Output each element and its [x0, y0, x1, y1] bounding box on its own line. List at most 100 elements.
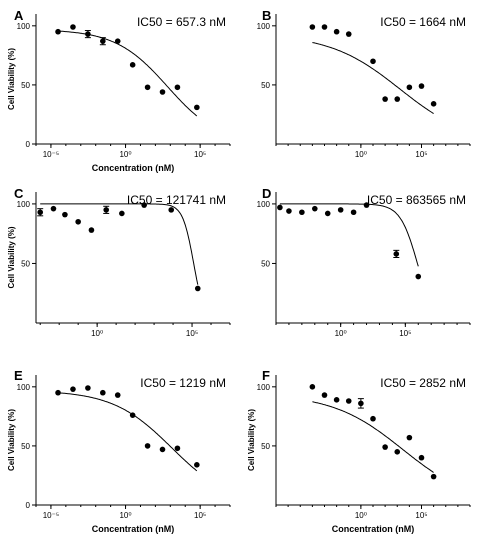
fit-curve	[40, 203, 199, 285]
fit-curve	[312, 401, 434, 473]
data-point	[70, 24, 76, 30]
data-point	[370, 58, 376, 65]
data-point	[309, 384, 316, 390]
data-point	[418, 454, 425, 461]
y-tick-label: 100	[17, 200, 31, 209]
y-tick-label: 100	[257, 22, 271, 31]
data-point	[159, 89, 166, 95]
data-point	[312, 205, 318, 212]
fit-curve	[57, 392, 198, 472]
panel-e: E 0 50 100 10⁻⁵ 10⁰ 10⁵ Concentration (nM) Cell …	[7, 368, 231, 534]
y-tick-label: 0	[26, 140, 31, 149]
panel-b: B 50 100 10⁰ 10⁵ IC50 = 1664 nM	[257, 8, 471, 159]
data-point	[194, 285, 201, 292]
data-point	[324, 210, 331, 217]
data-point	[415, 273, 422, 280]
data-point	[299, 209, 305, 216]
x-tick-label: 10⁵	[415, 511, 427, 520]
data-point	[88, 227, 95, 233]
data-point	[103, 207, 110, 213]
x-axis-title: Concentration (nM)	[332, 524, 415, 534]
x-tick-label: 10⁰	[119, 150, 131, 159]
data-point	[194, 104, 200, 111]
x-tick-label: 10⁰	[91, 329, 103, 338]
y-axis-title: Cell Viability (%)	[247, 409, 256, 471]
ic50-label: IC50 = 1664 nM	[380, 15, 466, 29]
data-point	[406, 434, 413, 441]
x-tick-label: 10⁰	[355, 150, 367, 159]
data-point	[129, 412, 136, 418]
data-point	[345, 398, 352, 404]
data-point	[358, 400, 364, 407]
y-tick-label: 100	[257, 383, 271, 392]
data-point	[382, 444, 388, 450]
data-point	[286, 208, 292, 214]
data-point	[70, 386, 76, 392]
panel-letter: A	[14, 8, 24, 23]
data-point	[100, 38, 106, 44]
data-point	[55, 389, 61, 396]
data-point	[144, 443, 151, 449]
data-point	[100, 389, 106, 396]
panel-letter: D	[262, 186, 271, 201]
data-point	[129, 62, 136, 68]
x-tick-label: 10⁵	[194, 511, 206, 520]
panel-letter: B	[262, 8, 271, 23]
data-point	[114, 392, 121, 398]
panel-a: A 0 50 100 10⁻⁵ 10⁰ 10⁵ Concentration (nM) Cell …	[7, 8, 231, 173]
data-point	[337, 207, 344, 213]
data-point	[393, 251, 400, 257]
data-point	[55, 28, 61, 35]
y-axis-title: Cell Viability (%)	[7, 48, 16, 110]
data-point	[277, 204, 283, 211]
data-point	[174, 84, 181, 91]
y-tick-label: 50	[261, 81, 270, 90]
data-point	[85, 385, 91, 391]
y-tick-label: 100	[17, 22, 31, 31]
data-point	[75, 218, 81, 225]
panel-letter: C	[14, 186, 24, 201]
data-point	[159, 446, 166, 453]
fit-curve	[312, 42, 434, 115]
panel-letter: F	[262, 368, 270, 383]
x-tick-label: 10⁵	[399, 329, 411, 338]
data-point	[333, 397, 340, 403]
data-point	[309, 24, 316, 30]
data-point	[174, 445, 181, 452]
y-tick-label: 100	[17, 383, 31, 392]
data-point	[62, 211, 68, 218]
x-axis-title: Concentration (nM)	[92, 163, 175, 173]
x-tick-label: 10⁰	[335, 329, 347, 338]
y-axis-title: Cell Viability (%)	[7, 226, 16, 288]
panel-d: D 50 100 10⁰ 10⁵ IC50 = 863565 nM	[257, 186, 471, 338]
y-tick-label: 50	[261, 442, 270, 451]
ic50-label: IC50 = 863565 nM	[367, 193, 466, 207]
data-point	[194, 462, 200, 468]
data-point	[119, 210, 125, 217]
data-point	[85, 31, 91, 37]
ic50-label: IC50 = 657.3 nM	[137, 15, 226, 29]
data-point	[382, 96, 388, 102]
y-tick-label: 0	[26, 501, 31, 510]
y-axis-title: Cell Viability (%)	[7, 409, 16, 471]
data-point	[350, 209, 357, 216]
data-point	[345, 31, 352, 37]
panel-letter: E	[14, 368, 23, 383]
data-point	[141, 202, 147, 208]
ic50-label: IC50 = 1219 nM	[140, 376, 226, 390]
ic50-label: IC50 = 2852 nM	[380, 376, 466, 390]
data-point	[321, 392, 328, 398]
fit-curve	[279, 203, 419, 267]
data-point	[394, 449, 401, 455]
data-point	[406, 84, 413, 91]
data-point	[114, 38, 121, 44]
fit-curve	[57, 30, 198, 117]
x-tick-label: 10⁻⁵	[43, 150, 59, 159]
data-point	[418, 83, 425, 89]
data-point	[394, 96, 401, 102]
data-point	[37, 209, 44, 216]
x-axis-title: Concentration (nM)	[92, 524, 175, 534]
x-tick-label: 10⁰	[355, 511, 367, 520]
y-tick-label: 50	[261, 259, 270, 268]
